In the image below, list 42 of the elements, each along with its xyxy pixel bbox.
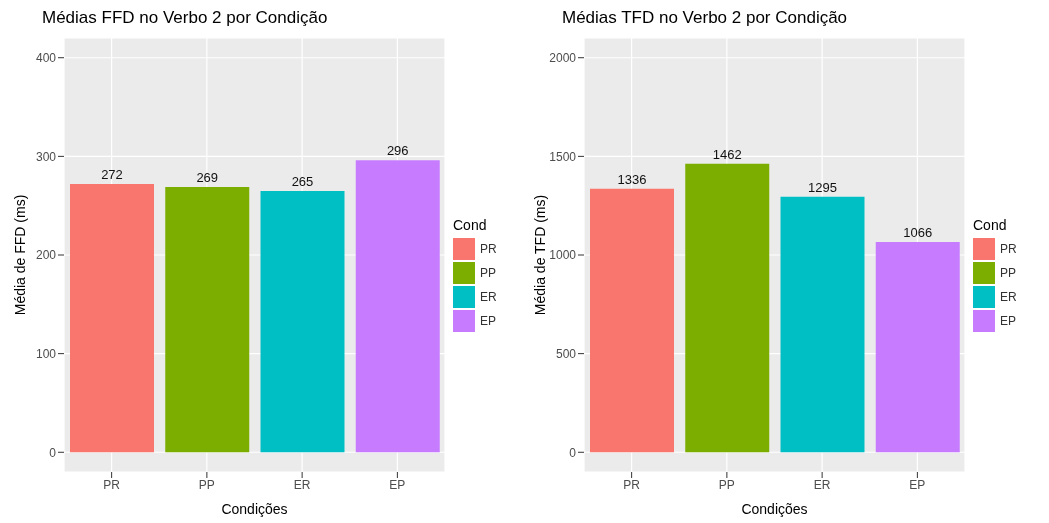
data-label: 1295 <box>808 179 837 195</box>
y-axis-title: Média de FFD (ms) <box>11 194 28 316</box>
data-label: 1066 <box>903 224 933 240</box>
data-label: 1462 <box>712 146 742 162</box>
data-label: 265 <box>291 173 314 189</box>
data-label: 296 <box>386 143 409 159</box>
legend-label: EP <box>480 314 497 328</box>
data-label: 1336 <box>617 171 647 187</box>
legend-label: PR <box>1000 242 1017 256</box>
x-axis-title: Condições <box>741 501 808 517</box>
y-tick-label: 400 <box>35 50 57 65</box>
data-label: 269 <box>196 169 219 185</box>
x-tick-label: ER <box>293 477 311 492</box>
legend-title: Cond <box>973 217 1008 233</box>
y-tick-label: 1500 <box>549 149 577 164</box>
legend-label: PR <box>480 242 497 256</box>
y-axis-title: Média de TFD (ms) <box>531 194 548 316</box>
y-tick-label: 200 <box>35 248 57 263</box>
y-tick-label: 300 <box>35 149 57 164</box>
legend-title: Cond <box>453 217 488 233</box>
y-tick-label: 500 <box>555 346 577 361</box>
x-tick-label: EP <box>389 477 406 492</box>
y-tick-label: 1000 <box>549 248 577 263</box>
chart-title: Médias TFD no Verbo 2 por Condição <box>562 8 849 29</box>
x-axis-title: Condições <box>221 501 288 517</box>
legend-label: ER <box>480 290 497 304</box>
data-label: 272 <box>101 166 123 182</box>
chart-title: Médias FFD no Verbo 2 por Condição <box>42 8 329 29</box>
x-tick-label: PR <box>103 477 121 492</box>
legend-label: PP <box>1000 266 1017 280</box>
y-tick-label: 0 <box>569 445 577 460</box>
legend-label: ER <box>1000 290 1017 304</box>
x-tick-label: PP <box>718 477 735 492</box>
legend-label: EP <box>1000 314 1017 328</box>
x-tick-label: PP <box>198 477 215 492</box>
y-tick-label: 2000 <box>549 50 577 65</box>
legend-label: PP <box>480 266 497 280</box>
x-tick-label: PR <box>623 477 641 492</box>
x-tick-label: ER <box>813 477 831 492</box>
y-tick-label: 100 <box>35 346 57 361</box>
y-tick-label: 0 <box>49 445 57 460</box>
x-tick-label: EP <box>909 477 926 492</box>
